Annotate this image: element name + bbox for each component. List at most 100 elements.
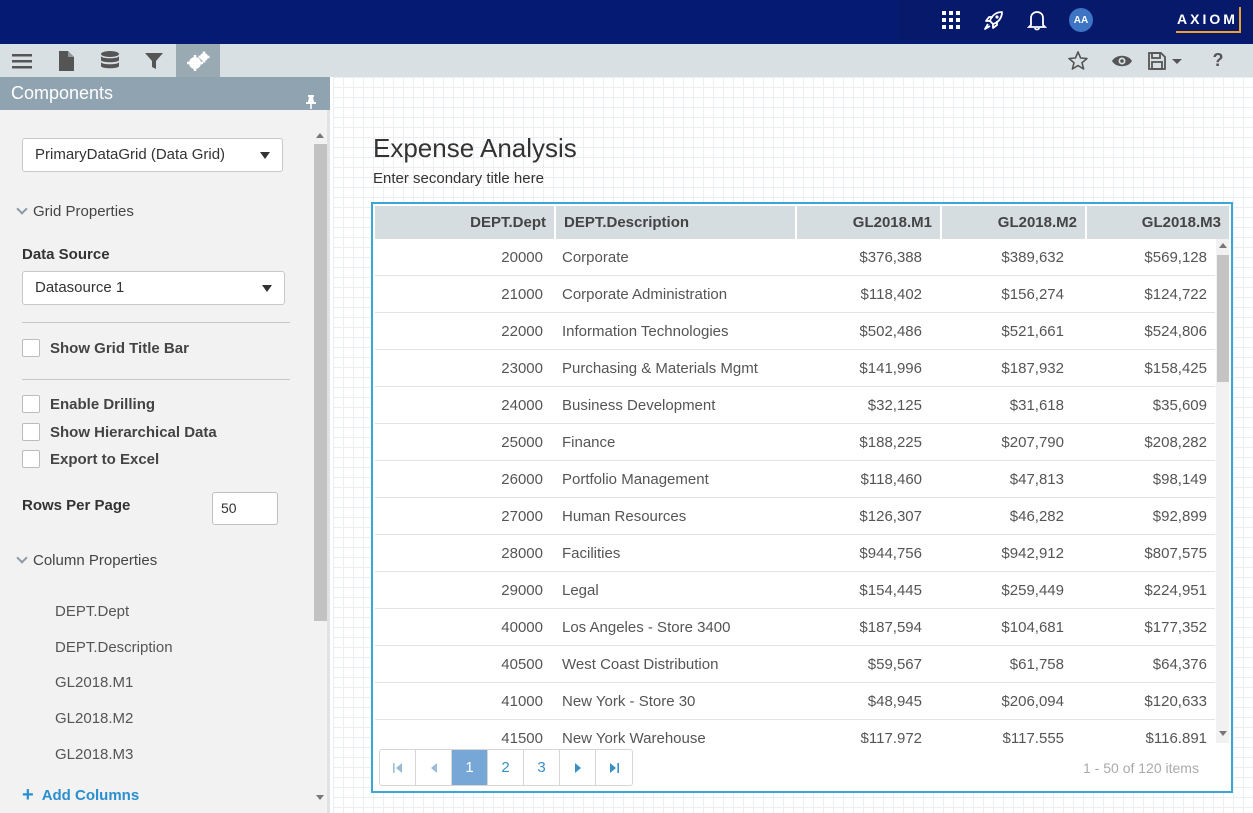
- column-header-dept[interactable]: DEPT.Dept: [375, 206, 556, 239]
- apps-grid-icon[interactable]: [939, 8, 963, 32]
- cell-m1: $376,388: [859, 249, 922, 266]
- add-columns-button[interactable]: + Add Columns: [22, 785, 139, 805]
- cell-m1: $502,486: [859, 323, 922, 340]
- page-title[interactable]: Expense Analysis: [373, 133, 577, 163]
- grid-scrollbar-thumb[interactable]: [1217, 255, 1229, 382]
- export-excel-option[interactable]: Export to Excel: [22, 450, 159, 468]
- database-icon[interactable]: [88, 44, 132, 77]
- cell-dept: 41000: [501, 693, 543, 710]
- last-page-button[interactable]: [596, 750, 632, 785]
- column-header-m3[interactable]: GL2018.M3: [1141, 214, 1221, 231]
- next-page-button[interactable]: [560, 750, 596, 785]
- column-item-description[interactable]: DEPT.Description: [55, 639, 173, 656]
- filter-icon[interactable]: [132, 44, 176, 77]
- eye-icon[interactable]: [1100, 44, 1144, 77]
- add-columns-label: Add Columns: [41, 786, 140, 804]
- show-grid-title-bar-label: Show Grid Title Bar: [50, 339, 189, 357]
- table-row[interactable]: 20000 Corporate $376,388 $389,632 $569,128: [375, 239, 1215, 276]
- cell-m2: $46,282: [1009, 508, 1064, 525]
- grid-body: 20000 Corporate $376,388 $389,632 $569,128 21…: [375, 239, 1215, 743]
- table-row[interactable]: 29000 Legal $154,445 $259,449 $224,951: [375, 572, 1215, 609]
- table-row[interactable]: 25000 Finance $188,225 $207,790 $208,282: [375, 424, 1215, 461]
- column-header-m1[interactable]: GL2018.M1: [797, 206, 942, 239]
- chevron-down-icon: [260, 152, 270, 159]
- cell-m1: $188,225: [859, 434, 922, 451]
- column-header-description[interactable]: DEPT.Description: [556, 206, 797, 239]
- cell-description: New York - Store 30: [562, 693, 696, 710]
- panel-scrollbar-thumb[interactable]: [314, 144, 327, 621]
- rocket-icon[interactable]: [982, 8, 1006, 32]
- cell-m2: $47,813: [1009, 471, 1064, 488]
- show-hierarchical-checkbox[interactable]: [22, 423, 40, 441]
- cell-description: West Coast Distribution: [562, 656, 719, 673]
- bell-icon[interactable]: [1025, 8, 1049, 32]
- column-item-dept[interactable]: DEPT.Dept: [55, 603, 130, 620]
- column-item-m2[interactable]: GL2018.M2: [55, 710, 134, 727]
- show-grid-title-bar-option[interactable]: Show Grid Title Bar: [22, 339, 189, 357]
- table-row[interactable]: 24000 Business Development $32,125 $31,618 $…: [375, 387, 1215, 424]
- column-properties-header[interactable]: Column Properties: [16, 552, 157, 569]
- page-button-3[interactable]: 3: [524, 750, 560, 785]
- page-subtitle[interactable]: Enter secondary title here: [373, 170, 544, 187]
- show-hierarchical-option[interactable]: Show Hierarchical Data: [22, 423, 217, 441]
- pager-info: 1 - 50 of 120 items: [1083, 760, 1199, 776]
- panel-header: Components: [0, 77, 330, 110]
- document-icon[interactable]: [44, 44, 88, 77]
- cell-m2: $942,912: [1001, 545, 1064, 562]
- column-header-m2[interactable]: GL2018.M2: [942, 206, 1087, 239]
- cell-m2: $187,932: [1001, 360, 1064, 377]
- pin-icon[interactable]: [305, 87, 317, 120]
- table-row[interactable]: 27000 Human Resources $126,307 $46,282 $92,8…: [375, 498, 1215, 535]
- cell-m3: $98,149: [1152, 471, 1207, 488]
- component-select-value: PrimaryDataGrid (Data Grid): [35, 146, 226, 163]
- scroll-up-icon[interactable]: [316, 133, 324, 138]
- rows-per-page-input[interactable]: 50: [212, 492, 278, 525]
- cell-m3: $92,899: [1152, 508, 1207, 525]
- prev-page-button[interactable]: [416, 750, 452, 785]
- cell-description: Human Resources: [562, 508, 687, 525]
- table-row[interactable]: 23000 Purchasing & Materials Mgmt $141,996…: [375, 350, 1215, 387]
- table-row[interactable]: 21000 Corporate Administration $118,402 $15…: [375, 276, 1215, 313]
- scroll-down-icon[interactable]: [1219, 731, 1227, 736]
- first-page-button[interactable]: [380, 750, 416, 785]
- chevron-down-icon: [16, 552, 28, 564]
- cell-m2: $104,681: [1001, 619, 1064, 636]
- star-icon[interactable]: [1056, 44, 1100, 77]
- table-row[interactable]: 40500 West Coast Distribution $59,567 $61,7…: [375, 646, 1215, 683]
- export-excel-checkbox[interactable]: [22, 450, 40, 468]
- table-row[interactable]: 22000 Information Technologies $502,486 $52…: [375, 313, 1215, 350]
- table-row[interactable]: 41000 New York - Store 30 $48,945 $206,094 $…: [375, 683, 1215, 720]
- page-button-1[interactable]: 1: [452, 750, 488, 785]
- plus-icon: +: [22, 784, 34, 806]
- cell-m2: $117,555: [1002, 730, 1064, 743]
- table-row[interactable]: 26000 Portfolio Management $118,460 $47,813…: [375, 461, 1215, 498]
- table-row[interactable]: 41500 New York Warehouse $117,972 $117,555 $…: [375, 720, 1215, 743]
- cell-m1: $117,972: [860, 730, 922, 743]
- enable-drilling-checkbox[interactable]: [22, 395, 40, 413]
- page-button-2[interactable]: 2: [488, 750, 524, 785]
- grid-properties-header[interactable]: Grid Properties: [16, 203, 134, 220]
- scroll-up-icon[interactable]: [1219, 243, 1227, 248]
- gears-icon[interactable]: [176, 44, 220, 77]
- help-icon[interactable]: ?: [1212, 50, 1224, 70]
- enable-drilling-option[interactable]: Enable Drilling: [22, 395, 155, 413]
- menu-icon[interactable]: [0, 44, 44, 77]
- column-item-m3[interactable]: GL2018.M3: [55, 746, 134, 763]
- scroll-down-icon[interactable]: [316, 795, 324, 800]
- component-select[interactable]: PrimaryDataGrid (Data Grid): [22, 138, 283, 172]
- cell-dept: 27000: [501, 508, 543, 525]
- data-grid[interactable]: DEPT.Dept DEPT.Description GL2018.M1 GL2…: [371, 202, 1233, 793]
- cell-m3: $116,891: [1145, 730, 1207, 743]
- avatar[interactable]: AA: [1069, 8, 1093, 32]
- table-row[interactable]: 40000 Los Angeles - Store 3400 $187,594 $10…: [375, 609, 1215, 646]
- show-grid-title-bar-checkbox[interactable]: [22, 339, 40, 357]
- app-header: AA AXIOM: [0, 0, 1253, 44]
- save-icon[interactable]: [1144, 44, 1188, 77]
- data-source-select[interactable]: Datasource 1: [22, 271, 285, 305]
- cell-dept: 29000: [501, 582, 543, 599]
- table-row[interactable]: 28000 Facilities $944,756 $942,912 $807,575: [375, 535, 1215, 572]
- column-item-m1[interactable]: GL2018.M1: [55, 674, 134, 691]
- cell-m1: $32,125: [867, 397, 922, 414]
- cell-description: Finance: [562, 434, 616, 451]
- data-source-value: Datasource 1: [35, 279, 125, 296]
